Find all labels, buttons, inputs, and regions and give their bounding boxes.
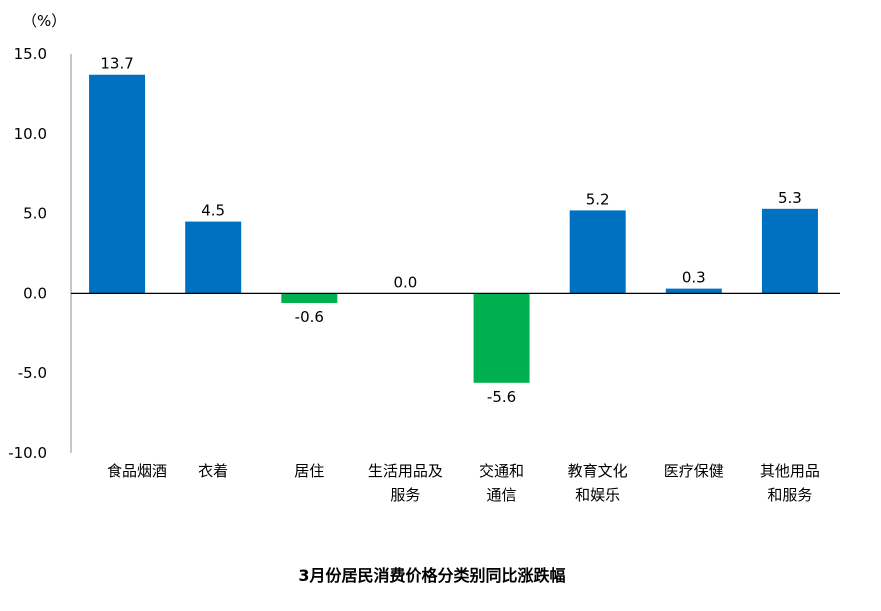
bar — [89, 75, 145, 294]
y-tick-label: -10.0 — [8, 444, 47, 462]
category-label: 食品烟酒 — [107, 462, 167, 480]
category-label: 医疗保健 — [664, 462, 724, 480]
bar — [281, 293, 337, 303]
data-label: 5.3 — [778, 189, 802, 207]
y-tick-label: 5.0 — [23, 205, 47, 223]
bar — [474, 293, 530, 382]
bar — [570, 210, 626, 293]
data-label: -0.6 — [295, 308, 324, 326]
category-label: 其他用品 — [760, 462, 820, 480]
data-label: 13.7 — [100, 55, 133, 73]
y-axis-unit-label: （%） — [22, 12, 66, 30]
category-label: 生活用品及 — [368, 462, 443, 480]
category-label: 交通和 — [479, 462, 524, 480]
bar — [666, 289, 722, 294]
bar — [185, 222, 241, 294]
data-label: 4.5 — [201, 202, 225, 220]
category-label: 和服务 — [767, 486, 812, 504]
data-label: 0.0 — [394, 273, 418, 291]
category-label: 和娱乐 — [575, 486, 620, 504]
category-label: 通信 — [487, 486, 517, 504]
y-tick-label: -5.0 — [18, 364, 47, 382]
y-tick-label: 15.0 — [14, 45, 47, 63]
y-tick-label: 0.0 — [23, 284, 47, 302]
y-tick-label: 10.0 — [14, 125, 47, 143]
category-label: 教育文化 — [568, 462, 628, 480]
data-label: -5.6 — [487, 388, 516, 406]
chart-title: 3月份居民消费价格分类别同比涨跌幅 — [298, 566, 565, 585]
category-label: 居住 — [294, 462, 324, 480]
data-label: 5.2 — [586, 190, 610, 208]
category-label: 衣着 — [198, 462, 228, 480]
bar — [762, 209, 818, 294]
data-label: 0.3 — [682, 269, 706, 287]
category-label: 服务 — [390, 486, 420, 504]
